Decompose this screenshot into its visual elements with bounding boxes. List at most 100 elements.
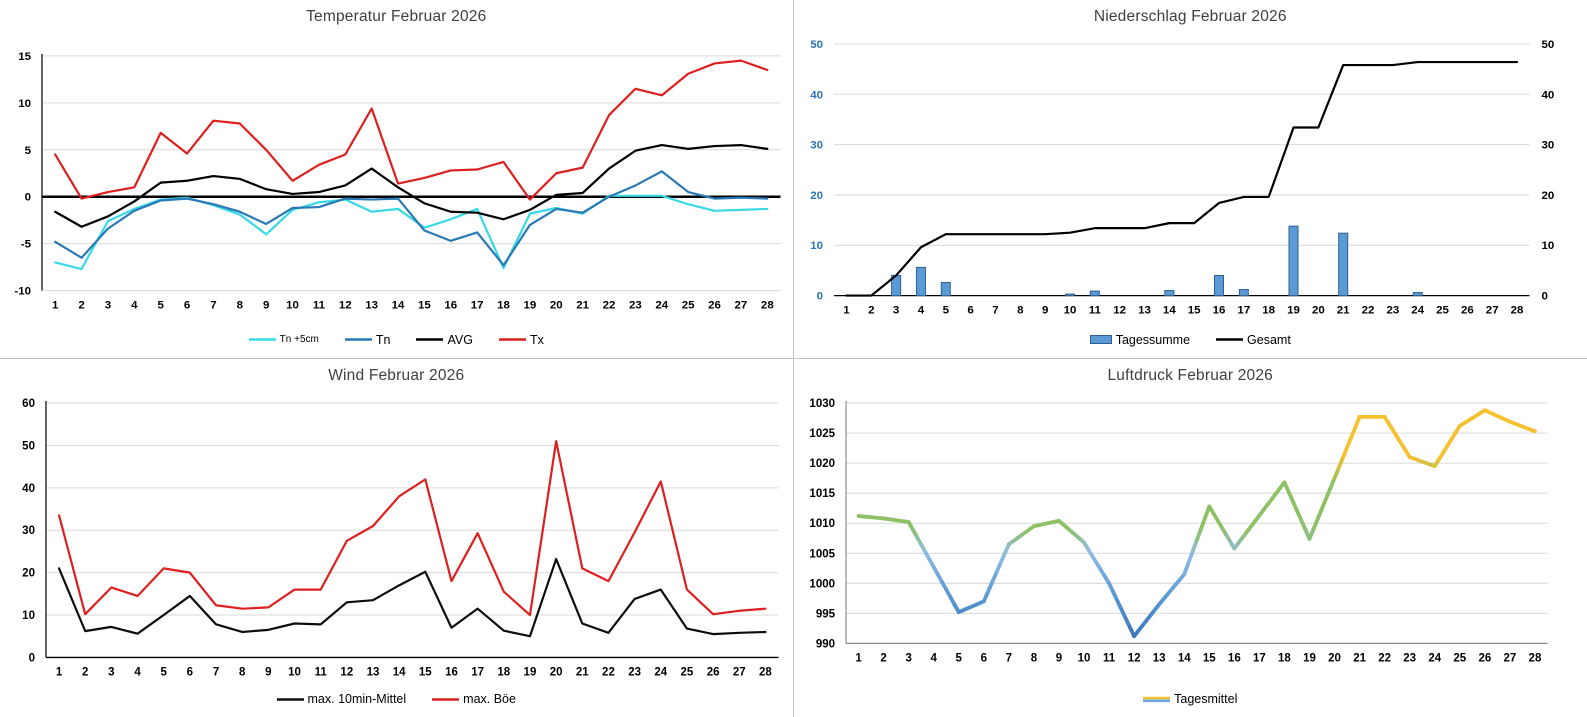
svg-text:21: 21 xyxy=(1353,652,1366,664)
svg-text:6: 6 xyxy=(184,300,190,312)
svg-text:5: 5 xyxy=(942,305,949,317)
svg-text:1010: 1010 xyxy=(809,518,835,530)
wind-chart-title: Wind Februar 2026 xyxy=(328,366,465,384)
legend-label: Tagessumme xyxy=(1115,332,1191,347)
svg-text:25: 25 xyxy=(682,300,695,312)
legend-label: max. 10min-Mittel xyxy=(307,692,407,706)
temperature-legend: Tn +5cm Tn AVG Tx xyxy=(0,331,793,349)
svg-text:40: 40 xyxy=(1541,89,1554,101)
legend-item-gesamt: Gesamt xyxy=(1216,333,1291,347)
precipitation-series-tagessumme xyxy=(890,225,1423,297)
wind-gridlines xyxy=(45,402,779,616)
svg-text:40: 40 xyxy=(810,89,823,101)
svg-text:30: 30 xyxy=(1541,140,1554,152)
svg-text:14: 14 xyxy=(392,300,405,312)
svg-text:16: 16 xyxy=(444,300,457,312)
svg-text:20: 20 xyxy=(1311,305,1324,317)
svg-text:19: 19 xyxy=(524,666,537,678)
svg-text:15: 15 xyxy=(18,51,31,63)
svg-text:22: 22 xyxy=(1378,652,1391,664)
svg-text:13: 13 xyxy=(365,300,378,312)
svg-text:25: 25 xyxy=(681,666,694,678)
tn-legend-marker-icon xyxy=(344,338,372,341)
pressure-x-tick-labels: 1 2 3 4 5 6 7 8 9 10 11 12 13 14 15 16 17 18 19 20 21 22 23 24 2… xyxy=(855,652,1542,664)
svg-text:12: 12 xyxy=(1127,652,1140,664)
max-10min-mittel-legend-marker-icon xyxy=(276,697,304,701)
svg-text:25: 25 xyxy=(1436,305,1449,317)
legend-label: max. Böe xyxy=(463,692,516,706)
svg-text:26: 26 xyxy=(1478,652,1491,664)
svg-text:3: 3 xyxy=(892,305,898,317)
svg-text:26: 26 xyxy=(707,666,720,678)
svg-text:-10: -10 xyxy=(14,286,31,298)
svg-text:26: 26 xyxy=(708,300,721,312)
wind-series-max-10min-mittel xyxy=(57,557,767,637)
svg-text:7: 7 xyxy=(992,305,998,317)
svg-text:12: 12 xyxy=(1113,305,1126,317)
svg-text:19: 19 xyxy=(1287,305,1300,317)
svg-text:4: 4 xyxy=(917,305,924,317)
svg-text:15: 15 xyxy=(1187,305,1200,317)
svg-text:20: 20 xyxy=(1328,652,1341,664)
svg-text:22: 22 xyxy=(1361,305,1374,317)
svg-text:21: 21 xyxy=(1336,305,1349,317)
svg-text:27: 27 xyxy=(735,300,748,312)
svg-text:12: 12 xyxy=(339,300,352,312)
legend-item-max-b-e: max. Böe xyxy=(432,692,516,706)
svg-text:60: 60 xyxy=(22,398,35,410)
tagessumme-legend-marker-icon xyxy=(1089,335,1112,344)
svg-text:10: 10 xyxy=(18,98,31,110)
svg-text:19: 19 xyxy=(1303,652,1316,664)
svg-text:10: 10 xyxy=(810,240,823,252)
svg-text:17: 17 xyxy=(471,300,484,312)
svg-text:14: 14 xyxy=(393,666,406,678)
svg-text:1: 1 xyxy=(56,666,63,678)
svg-text:30: 30 xyxy=(22,525,35,537)
svg-text:18: 18 xyxy=(497,300,510,312)
svg-text:1025: 1025 xyxy=(809,428,835,440)
svg-text:21: 21 xyxy=(576,666,589,678)
svg-text:8: 8 xyxy=(1017,305,1024,317)
svg-text:14: 14 xyxy=(1162,305,1175,317)
svg-text:990: 990 xyxy=(815,638,834,650)
legend-label: Tn xyxy=(375,332,391,347)
svg-text:6: 6 xyxy=(187,666,193,678)
svg-text:11: 11 xyxy=(315,666,328,678)
svg-text:10: 10 xyxy=(288,666,301,678)
svg-text:25: 25 xyxy=(1453,652,1466,664)
legend-item-max-10min-mittel: max. 10min-Mittel xyxy=(276,692,407,706)
svg-text:10: 10 xyxy=(22,610,35,622)
svg-text:5: 5 xyxy=(157,300,164,312)
svg-text:1030: 1030 xyxy=(809,398,835,410)
svg-text:10: 10 xyxy=(1541,240,1554,252)
svg-text:20: 20 xyxy=(22,567,35,579)
svg-text:50: 50 xyxy=(810,39,823,51)
svg-text:7: 7 xyxy=(210,300,216,312)
precipitation-gridlines xyxy=(833,43,1529,246)
max-b-e-legend-marker-icon xyxy=(432,697,460,701)
wind-legend: max. 10min-Mittel max. Böe xyxy=(0,690,793,708)
pressure-series-tagesmittel xyxy=(856,407,1537,638)
svg-text:1: 1 xyxy=(843,305,850,317)
svg-text:1: 1 xyxy=(52,300,59,312)
legend-item-tagessumme: Tagessumme xyxy=(1089,332,1191,347)
temperature-x-tick-labels: 1 2 3 4 5 6 7 8 9 10 11 12 13 14 15 16 17 18 19 20 21 22 23 24 2… xyxy=(52,300,774,312)
svg-text:4: 4 xyxy=(134,666,141,678)
svg-text:23: 23 xyxy=(1403,652,1416,664)
svg-text:23: 23 xyxy=(628,666,641,678)
svg-text:15: 15 xyxy=(419,666,432,678)
svg-text:16: 16 xyxy=(1212,305,1225,317)
svg-text:4: 4 xyxy=(930,652,937,664)
pressure-axes xyxy=(844,400,1547,644)
svg-text:28: 28 xyxy=(1528,652,1541,664)
legend-item-avg: AVG xyxy=(416,333,473,347)
wind-x-tick-labels: 1 2 3 4 5 6 7 8 9 10 11 12 13 14 15 16 17 18 19 20 21 22 23 24 2… xyxy=(56,666,773,678)
svg-text:17: 17 xyxy=(1252,652,1265,664)
svg-text:50: 50 xyxy=(22,440,35,452)
svg-text:24: 24 xyxy=(654,666,667,678)
svg-text:17: 17 xyxy=(1237,305,1250,317)
gesamt-legend-marker-icon xyxy=(1216,338,1244,341)
precipitation-chart-title: Niederschlag Februar 2026 xyxy=(1093,8,1287,25)
